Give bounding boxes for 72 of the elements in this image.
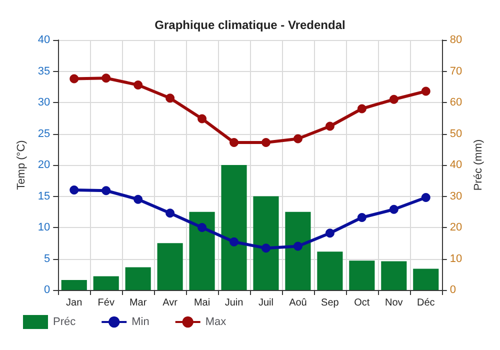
x-tick-label: Fév <box>98 298 114 308</box>
y-axis-title: Temp (°C) <box>16 140 28 190</box>
point <box>198 223 207 232</box>
point <box>166 208 175 218</box>
bar <box>125 267 151 290</box>
y-tick-label: 20 <box>38 159 50 171</box>
point <box>70 74 79 84</box>
x-tick-label: Sep <box>321 298 340 308</box>
legend-label: Max <box>205 316 227 328</box>
x-tick-label: Mar <box>129 298 148 308</box>
point <box>262 138 270 147</box>
point <box>421 193 430 202</box>
y2-tick-label: 20 <box>450 222 462 234</box>
y-tick-label: 0 <box>44 284 50 296</box>
bar <box>93 276 119 290</box>
bar <box>61 280 87 290</box>
point <box>293 242 302 251</box>
point <box>102 74 111 83</box>
x-tick-label: Déc <box>416 298 435 308</box>
point <box>357 104 366 114</box>
chart-title: Graphique climatique - Vredendal <box>154 18 346 32</box>
legend-label: Préc <box>53 316 76 328</box>
point <box>70 186 79 194</box>
y-tick-label: 30 <box>38 96 50 108</box>
y2-tick-label: 80 <box>450 34 462 46</box>
bar <box>189 212 215 290</box>
y2-tick-label: 70 <box>450 65 462 78</box>
point <box>389 94 398 104</box>
point <box>134 80 143 90</box>
point <box>293 134 302 144</box>
y-tick-label: 25 <box>38 128 50 140</box>
y2-tick-label: 50 <box>450 128 462 140</box>
x-tick-label: Oct <box>354 298 370 308</box>
x-tick-label: Nov <box>385 298 403 308</box>
y2-tick-label: 40 <box>450 159 462 171</box>
point <box>166 94 175 103</box>
x-tick-label: Avr <box>162 298 178 308</box>
bar <box>221 165 247 290</box>
point <box>230 138 239 147</box>
bar <box>157 243 183 290</box>
bar <box>285 212 311 290</box>
point <box>325 228 334 238</box>
x-tick-label: Jan <box>66 298 82 308</box>
point <box>134 194 143 204</box>
y-tick-label: 40 <box>38 34 50 46</box>
y-tick-label: 5 <box>44 252 50 265</box>
y2-tick-label: 60 <box>450 96 462 108</box>
point <box>262 244 270 253</box>
x-tick-label: Aoû <box>289 298 307 308</box>
point <box>102 186 111 196</box>
point <box>389 204 398 214</box>
y2-tick-label: 30 <box>450 190 462 202</box>
bar <box>349 260 375 290</box>
bar <box>317 252 343 290</box>
bar <box>253 196 279 290</box>
bar <box>381 261 407 290</box>
point <box>357 213 366 222</box>
point <box>421 86 430 96</box>
x-tick-label: Mai <box>194 298 210 308</box>
y2-tick-label: 0 <box>450 284 456 296</box>
point <box>230 237 239 246</box>
y-tick-label: 10 <box>38 222 50 234</box>
legend-label: Min <box>132 316 150 328</box>
x-tick-label: Juin <box>224 298 244 308</box>
bar <box>413 268 439 290</box>
y-tick-label: 35 <box>38 65 50 78</box>
x-tick-label: Juil <box>258 298 274 308</box>
y2-tick-label: 10 <box>450 252 462 265</box>
y-tick-label: 15 <box>38 190 50 202</box>
point <box>325 122 334 131</box>
y2-axis-title: Préc (mm) <box>472 139 484 191</box>
point <box>198 114 207 124</box>
